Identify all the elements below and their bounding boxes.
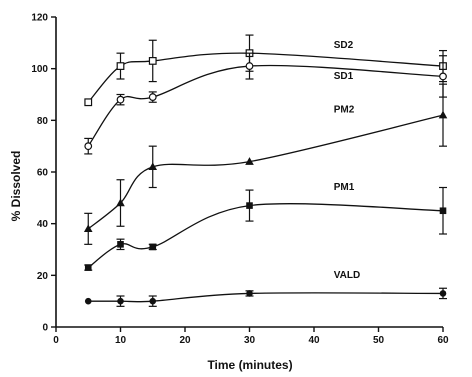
data-point (439, 207, 447, 215)
data-point (116, 62, 125, 70)
series-line-sd2 (87, 52, 444, 103)
data-point (439, 290, 447, 297)
axes: 0 20 40 60 80 100 120 0 10 20 30 40 50 60 (31, 13, 449, 347)
series-pm1: PM1 (84, 182, 447, 271)
data-point (84, 142, 93, 151)
data-point (84, 264, 92, 271)
x-tick-label: 10 (115, 335, 127, 346)
data-point (84, 297, 92, 305)
series-sd2: SD2 (84, 34, 447, 107)
data-point (148, 162, 158, 171)
data-point (245, 157, 254, 165)
y-tick-label: 60 (37, 168, 49, 179)
series-pm2: PM2 (83, 83, 448, 245)
series-line-pm1 (87, 203, 444, 269)
data-point (83, 224, 93, 233)
x-tick-label: 60 (437, 335, 449, 346)
data-point (246, 290, 253, 297)
x-tick-label: 20 (179, 335, 191, 346)
series-line-vald (88, 292, 444, 303)
series-label-sd2: SD2 (334, 40, 354, 51)
data-point (84, 98, 93, 107)
series-label-vald: VALD (334, 270, 360, 281)
x-axis-label: Time (minutes) (207, 358, 292, 372)
y-tick-label: 20 (37, 271, 49, 282)
series-label-sd1: SD1 (334, 71, 354, 82)
data-point (116, 95, 125, 104)
data-point (117, 241, 124, 248)
y-axis-label: % Dissolved (9, 151, 23, 222)
x-tick-label: 30 (244, 335, 256, 346)
data-point (246, 202, 253, 209)
x-tick-label: 50 (373, 335, 385, 346)
data-point (439, 72, 447, 81)
series-label-pm1: PM1 (334, 182, 355, 193)
data-point (245, 62, 254, 70)
data-point (438, 110, 448, 119)
y-tick-label: 0 (42, 323, 48, 334)
data-point (116, 198, 125, 207)
y-tick-label: 80 (37, 116, 49, 127)
series-vald: VALD (84, 270, 447, 307)
y-tick-label: 120 (31, 13, 48, 24)
series-label-pm2: PM2 (334, 105, 355, 116)
series-line-sd1 (87, 64, 444, 147)
data-point (117, 297, 124, 305)
x-tick-label: 40 (308, 335, 320, 346)
data-point (149, 297, 157, 305)
series-layer: SD2 SD1 PM2 PM1 VALD (83, 34, 448, 307)
x-tick-label: 0 (53, 335, 59, 346)
y-tick-label: 40 (37, 219, 49, 230)
data-point (148, 57, 157, 65)
series-sd1: SD1 (84, 52, 447, 155)
data-point (148, 93, 157, 101)
y-tick-label: 100 (31, 64, 48, 75)
data-point (149, 243, 157, 251)
series-line-pm2 (87, 114, 444, 230)
